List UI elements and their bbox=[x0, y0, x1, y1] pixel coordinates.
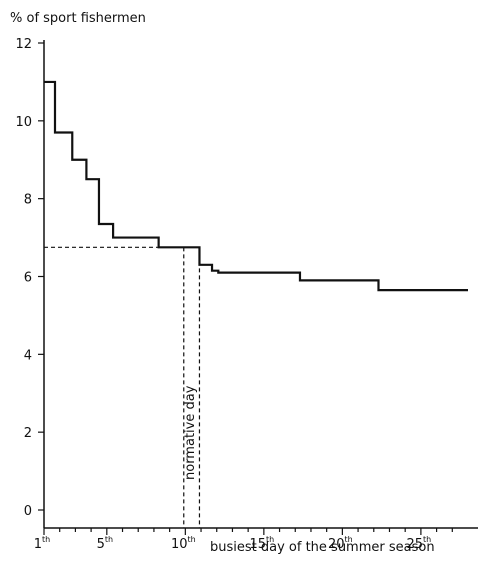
x-axis-label: busiest day of the summer season bbox=[210, 540, 435, 555]
x-tick-label: 1th bbox=[34, 535, 51, 552]
y-tick-label: 0 bbox=[24, 504, 32, 519]
y-tick-label: 12 bbox=[15, 37, 32, 52]
y-tick-label: 4 bbox=[24, 348, 32, 363]
axes bbox=[43, 40, 478, 529]
y-axis-ticks: 0 2 4 6 8 10 12 bbox=[15, 37, 44, 519]
x-tick-label: 10th bbox=[171, 535, 196, 552]
y-tick-label: 2 bbox=[24, 426, 32, 441]
y-tick-label: 6 bbox=[24, 271, 32, 286]
y-tick-label: 10 bbox=[15, 115, 32, 130]
normative-day-label: normative day bbox=[183, 385, 198, 480]
y-tick-label: 8 bbox=[24, 193, 32, 208]
x-tick-label: 5th bbox=[97, 535, 114, 552]
y-axis-label: % of sport fishermen bbox=[10, 11, 146, 26]
step-line bbox=[44, 80, 468, 292]
step-series bbox=[44, 80, 468, 292]
normative-day-reference-lines bbox=[44, 246, 201, 528]
